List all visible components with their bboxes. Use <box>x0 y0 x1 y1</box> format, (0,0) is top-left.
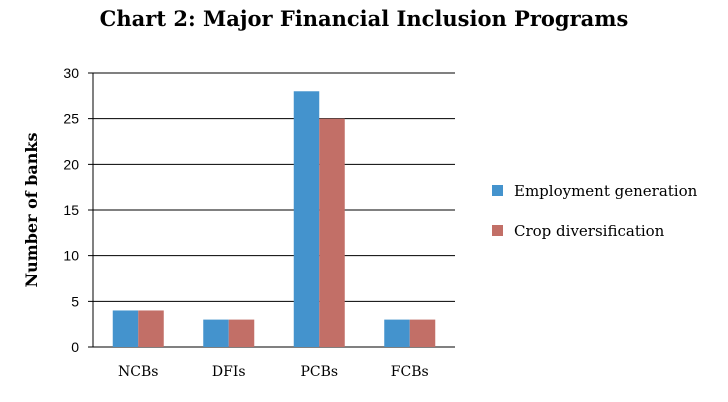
legend-swatch <box>492 225 503 236</box>
legend-label: Employment generation <box>514 182 698 200</box>
y-tick-label: 20 <box>63 156 79 172</box>
y-tick-label: 10 <box>63 248 79 264</box>
bar-dfis-employment-generation <box>203 319 229 347</box>
y-axis-label: Number of banks <box>22 133 41 288</box>
bar-fcbs-employment-generation <box>384 319 410 347</box>
y-tick-label: 15 <box>63 202 79 218</box>
x-tick-label: FCBs <box>391 364 429 380</box>
chart-title: Chart 2: Major Financial Inclusion Progr… <box>99 6 629 31</box>
y-tick-label: 5 <box>71 293 79 309</box>
bar-ncbs-crop-diversification <box>138 310 164 347</box>
y-tick-label: 0 <box>71 339 79 355</box>
y-tick-label: 30 <box>63 65 79 81</box>
legend-swatch <box>492 185 503 196</box>
x-tick-label: PCBs <box>300 364 338 380</box>
legend-label: Crop diversification <box>514 222 665 240</box>
bar-ncbs-employment-generation <box>112 310 139 347</box>
bar-pcbs-employment-generation <box>293 91 320 348</box>
x-tick-label: DFIs <box>212 364 246 380</box>
bar-pcbs-crop-diversification <box>319 118 345 348</box>
x-tick-label: NCBs <box>118 364 158 380</box>
bar-dfis-crop-diversification <box>228 319 255 347</box>
bar-fcbs-crop-diversification <box>409 319 436 347</box>
y-tick-label: 25 <box>63 111 79 127</box>
